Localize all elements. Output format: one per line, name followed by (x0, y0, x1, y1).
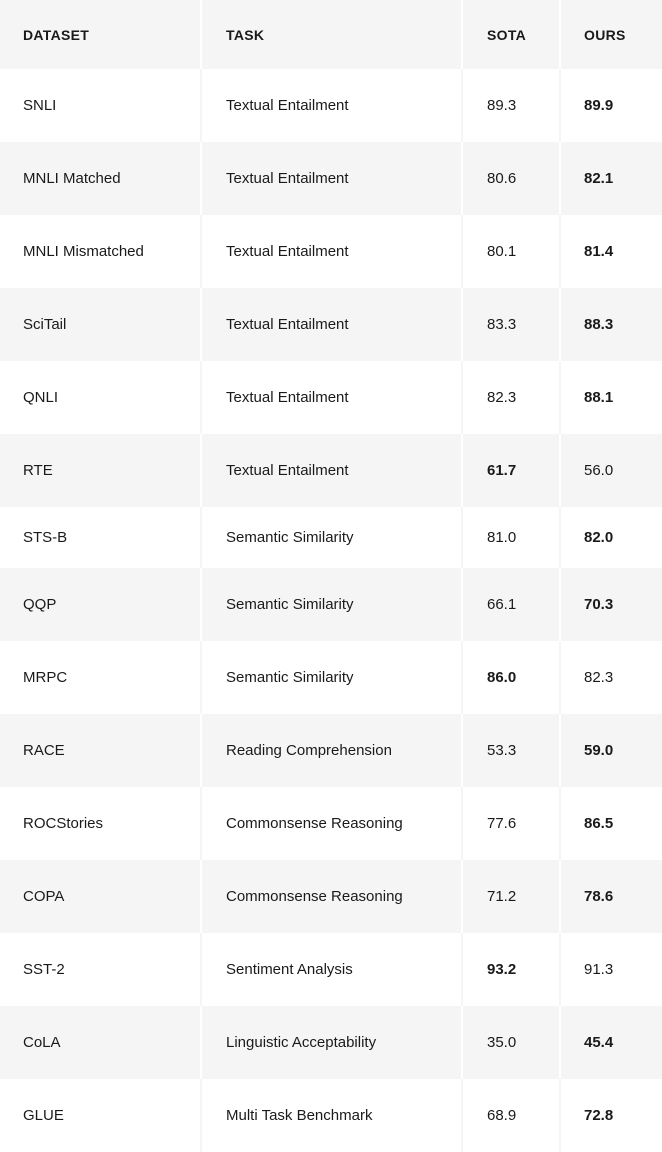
table-row: GLUE Multi Task Benchmark 68.9 72.8 (0, 1079, 662, 1152)
ours-cell: 72.8 (559, 1079, 662, 1152)
task-cell: Semantic Similarity (200, 507, 461, 568)
task-cell: Textual Entailment (200, 215, 461, 288)
ours-cell: 88.1 (559, 361, 662, 434)
ours-cell: 81.4 (559, 215, 662, 288)
task-cell: Commonsense Reasoning (200, 787, 461, 860)
table-row: CoLA Linguistic Acceptability 35.0 45.4 (0, 1006, 662, 1079)
task-cell: Textual Entailment (200, 434, 461, 507)
sota-cell: 86.0 (461, 641, 559, 714)
table-header: DATASET TASK SOTA OURS (0, 0, 662, 69)
task-cell: Commonsense Reasoning (200, 860, 461, 933)
table-row: QQP Semantic Similarity 66.1 70.3 (0, 568, 662, 641)
sota-cell: 71.2 (461, 860, 559, 933)
dataset-cell: MNLI Mismatched (23, 243, 144, 260)
ours-cell: 56.0 (559, 434, 662, 507)
task-cell: Textual Entailment (200, 361, 461, 434)
ours-cell: 91.3 (559, 933, 662, 1006)
sota-cell: 83.3 (461, 288, 559, 361)
dataset-cell: SST-2 (23, 961, 65, 978)
dataset-cell: COPA (23, 888, 65, 905)
sota-cell: 61.7 (461, 434, 559, 507)
ours-cell: 82.3 (559, 641, 662, 714)
ours-cell: 45.4 (559, 1006, 662, 1079)
sota-cell: 82.3 (461, 361, 559, 434)
dataset-cell: CoLA (23, 1034, 61, 1051)
sota-cell: 89.3 (461, 69, 559, 142)
ours-cell: 82.0 (559, 507, 662, 568)
dataset-cell: MRPC (23, 669, 68, 686)
task-cell: Multi Task Benchmark (200, 1079, 461, 1152)
task-cell: Sentiment Analysis (200, 933, 461, 1006)
table-row: RTE Textual Entailment 61.7 56.0 (0, 434, 662, 507)
sota-cell: 80.1 (461, 215, 559, 288)
header-dataset: DATASET (23, 26, 90, 43)
table-row: COPA Commonsense Reasoning 71.2 78.6 (0, 860, 662, 933)
table-row: STS-B Semantic Similarity 81.0 82.0 (0, 507, 662, 568)
sota-cell: 53.3 (461, 714, 559, 787)
ours-cell: 86.5 (559, 787, 662, 860)
sota-cell: 66.1 (461, 568, 559, 641)
dataset-cell: QQP (23, 596, 57, 613)
header-ours: OURS (559, 0, 662, 69)
table-row: SST-2 Sentiment Analysis 93.2 91.3 (0, 933, 662, 1006)
task-cell: Semantic Similarity (200, 568, 461, 641)
table-row: ROCStories Commonsense Reasoning 77.6 86.5 (0, 787, 662, 860)
dataset-cell: STS-B (23, 529, 68, 546)
task-cell: Linguistic Acceptability (200, 1006, 461, 1079)
table-row: SNLI Textual Entailment 89.3 89.9 (0, 69, 662, 142)
sota-cell: 77.6 (461, 787, 559, 860)
ours-cell: 89.9 (559, 69, 662, 142)
dataset-cell: MNLI Matched (23, 170, 121, 187)
task-cell: Textual Entailment (200, 69, 461, 142)
table-row: QNLI Textual Entailment 82.3 88.1 (0, 361, 662, 434)
ours-cell: 82.1 (559, 142, 662, 215)
dataset-cell: SciTail (23, 316, 67, 333)
header-task: TASK (200, 0, 461, 69)
table-row: MRPC Semantic Similarity 86.0 82.3 (0, 641, 662, 714)
sota-cell: 68.9 (461, 1079, 559, 1152)
task-cell: Semantic Similarity (200, 641, 461, 714)
ours-cell: 70.3 (559, 568, 662, 641)
task-cell: Reading Comprehension (200, 714, 461, 787)
header-sota: SOTA (461, 0, 559, 69)
task-cell: Textual Entailment (200, 288, 461, 361)
dataset-cell: ROCStories (23, 815, 104, 832)
sota-cell: 80.6 (461, 142, 559, 215)
sota-cell: 81.0 (461, 507, 559, 568)
task-cell: Textual Entailment (200, 142, 461, 215)
table-row: RACE Reading Comprehension 53.3 59.0 (0, 714, 662, 787)
dataset-cell: RACE (23, 742, 65, 759)
sota-cell: 35.0 (461, 1006, 559, 1079)
ours-cell: 59.0 (559, 714, 662, 787)
table-body: SNLI Textual Entailment 89.3 89.9 MNLI Match… (0, 69, 662, 1152)
dataset-cell: SNLI (23, 97, 57, 114)
table-row: SciTail Textual Entailment 83.3 88.3 (0, 288, 662, 361)
dataset-cell: GLUE (23, 1107, 64, 1124)
table-row: MNLI Matched Textual Entailment 80.6 82.1 (0, 142, 662, 215)
ours-cell: 88.3 (559, 288, 662, 361)
sota-cell: 93.2 (461, 933, 559, 1006)
ours-cell: 78.6 (559, 860, 662, 933)
dataset-cell: RTE (23, 462, 53, 479)
table-row: MNLI Mismatched Textual Entailment 80.1 81.… (0, 215, 662, 288)
dataset-cell: QNLI (23, 389, 59, 406)
